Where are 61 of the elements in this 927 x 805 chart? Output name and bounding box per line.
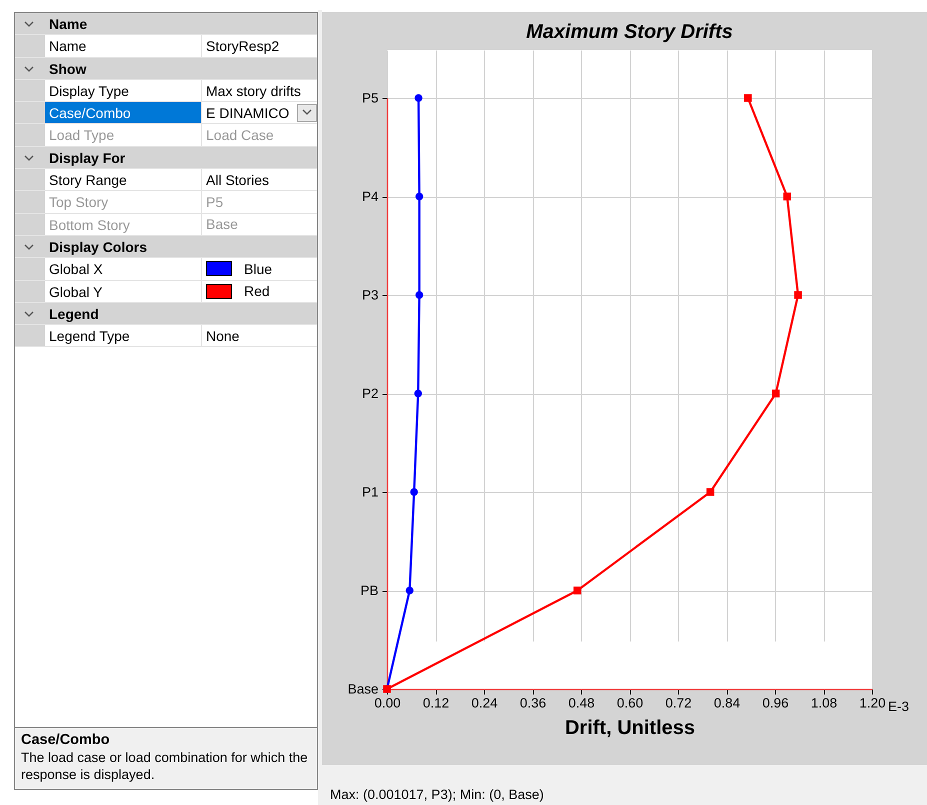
text: E-3 [888,699,910,714]
x-tick-label: 0.60 [616,696,644,710]
text: None [206,326,240,346]
text: StoryResp2 [206,36,280,56]
text: E DINAMICO [206,104,290,123]
text: The load case or load combination for which the response is displayed. [21,749,309,783]
point [415,291,424,299]
x-axis-title: Drift, Unitless [564,717,696,739]
x-tick-label: 0.36 [520,696,546,710]
y-tick-label: Base [348,682,378,696]
point [744,94,752,102]
y-tick-label: P2 [362,386,378,401]
text: Legend [48,304,99,324]
y-tick-label: P5 [362,90,378,106]
text: Name [45,35,202,57]
x-tick-label: 0.00 [374,696,401,710]
text: Blue [244,260,272,279]
y-tick-label: P1 [362,484,378,500]
x-tick-label: 0.96 [762,696,789,710]
text: Load Case [206,126,274,146]
text: Display Type [45,80,202,102]
y-tick-label: P3 [362,288,378,302]
y-tick-label: P4 [362,189,379,204]
text: Top Story [45,191,202,213]
text: Story Range [45,169,202,190]
text: Red [244,282,270,302]
point [414,390,422,398]
point [415,192,424,200]
point [772,390,780,398]
chart-title: Maximum Story Drifts [526,21,733,43]
text: Display For [48,148,126,168]
text: Max story drifts [206,82,301,101]
point [414,94,422,102]
point [794,291,802,299]
x-tick-label: 1.20 [859,696,886,710]
point [783,192,791,200]
point [573,586,582,594]
point [410,488,418,496]
point [706,488,714,496]
x-tick-label: 0.48 [568,696,595,710]
text: Show [48,60,86,79]
text: Case/Combo [45,102,202,124]
x-tick-label: 0.84 [714,696,741,710]
text: Legend Type [45,325,202,346]
text: P5 [206,193,224,212]
x-tick-label: 0.72 [665,696,692,710]
text: Global X [45,258,202,280]
y-tick-label: PB [360,583,378,598]
x-tick-label: 1.08 [810,696,838,710]
x-tick-label: 0.12 [422,696,450,710]
text: Name [48,15,88,34]
text: Case/Combo [21,732,111,749]
point [406,586,414,594]
x-tick-label: 0.24 [471,696,498,710]
text: Global Y [45,280,202,302]
text: Load Type [45,124,202,146]
text: Display Colors [48,238,148,257]
text: Max: (0.001017, P3); Min: (0, Base) [330,787,544,802]
text: All Stories [206,170,270,190]
text: Base [206,215,238,234]
text: Bottom Story [45,214,202,235]
